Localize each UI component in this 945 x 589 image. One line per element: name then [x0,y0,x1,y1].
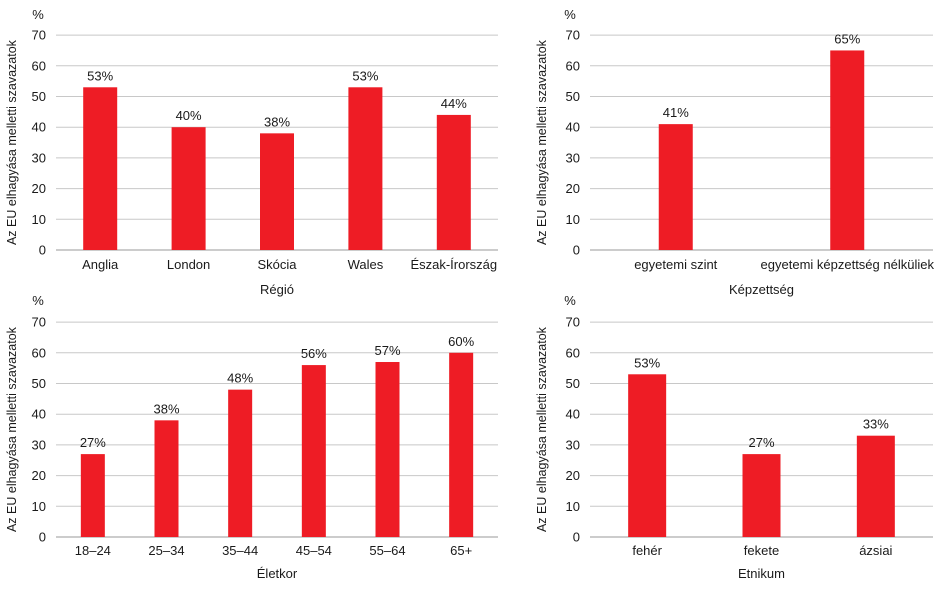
bar [375,362,400,537]
y-tick-label: 70 [32,315,46,330]
data-label: 53% [352,68,378,83]
y-tick-label: 0 [39,530,46,545]
y-axis-title: Az EU elhagyása melletti szavazatok [535,39,549,245]
x-tick-label: London [167,257,210,272]
x-axis-title: Képzettség [729,282,794,297]
chart-panel-4: 0 10 20 30 40 50 60 70% Az EU elhagyása melletti… [535,293,933,581]
bar [658,124,693,250]
y-unit-label: % [564,7,576,22]
y-tick-label: 50 [32,376,46,391]
y-tick-label: 60 [32,58,46,73]
y-unit-label: % [564,293,576,308]
y-tick-label: 40 [32,407,46,422]
x-tick-label: egyetemi szint [634,257,717,272]
data-label: 27% [80,435,106,450]
y-tick-label: 10 [32,212,46,227]
bar [628,374,667,537]
bar [449,352,474,537]
x-axis-title: Életkor [257,566,298,581]
bar [436,114,471,250]
y-tick-label: 20 [566,468,580,483]
y-tick-label: 40 [566,120,580,135]
x-tick-label: 65+ [450,543,472,558]
data-label: 48% [227,371,253,386]
x-tick-label: ázsiai [859,543,892,558]
data-label: 56% [301,346,327,361]
y-tick-label: 10 [566,499,580,514]
bar [301,365,326,537]
bar [856,435,895,537]
chart-panel-2: 0 10 20 30 40 50 60 70% Az EU elhagyása melletti… [535,7,934,297]
data-label: 53% [634,355,660,370]
x-tick-label: Anglia [82,257,119,272]
y-axis-title: Az EU elhagyása melletti szavazatok [5,326,19,532]
bar [171,127,206,250]
x-tick-label: 35–44 [222,543,258,558]
y-tick-label: 10 [32,499,46,514]
x-tick-label: Skócia [257,257,297,272]
x-tick-label: Wales [348,257,384,272]
y-tick-label: 30 [32,150,46,165]
x-tick-label: 45–54 [296,543,332,558]
y-tick-label: 50 [32,89,46,104]
data-label: 57% [374,343,400,358]
y-tick-label: 10 [566,212,580,227]
y-unit-label: % [32,293,44,308]
x-tick-label: fehér [632,543,662,558]
bar [260,133,294,250]
x-tick-label: Észak-Írország [410,257,497,272]
data-label: 40% [176,108,202,123]
data-label: 27% [748,435,774,450]
x-tick-label: fekete [744,543,779,558]
data-label: 38% [264,114,290,129]
y-tick-label: 70 [566,315,580,330]
bar [80,454,105,537]
y-tick-label: 0 [573,530,580,545]
y-tick-label: 60 [32,345,46,360]
x-tick-label: 25–34 [148,543,184,558]
x-tick-label: 18–24 [75,543,111,558]
data-label: 33% [863,417,889,432]
y-tick-label: 20 [566,181,580,196]
x-tick-label: egyetemi képzettség nélküliek [761,257,935,272]
y-tick-label: 30 [566,437,580,452]
y-axis-title: Az EU elhagyása melletti szavazatok [5,39,19,245]
bar [83,87,118,250]
y-axis-title: Az EU elhagyása melletti szavazatok [535,326,549,532]
y-tick-label: 40 [32,120,46,135]
bar [830,50,865,251]
y-tick-label: 30 [32,437,46,452]
y-tick-label: 0 [39,243,46,258]
bar [742,454,781,537]
y-tick-label: 40 [566,407,580,422]
chart-panel-1: 0 10 20 30 40 50 60 70% Az EU elhagyása melletti… [5,7,498,297]
y-tick-label: 20 [32,468,46,483]
y-tick-label: 30 [566,150,580,165]
y-tick-label: 20 [32,181,46,196]
data-label: 41% [663,105,689,120]
bar [154,420,179,537]
chart-panel-3: 0 10 20 30 40 50 60 70% Az EU elhagyása melletti… [5,293,498,581]
y-tick-label: 70 [566,28,580,43]
y-tick-label: 0 [573,243,580,258]
y-tick-label: 50 [566,89,580,104]
data-label: 44% [441,96,467,111]
bar [348,87,383,250]
data-label: 38% [153,401,179,416]
y-tick-label: 50 [566,376,580,391]
y-tick-label: 60 [566,345,580,360]
data-label: 53% [87,68,113,83]
x-axis-title: Etnikum [738,566,785,581]
x-axis-title: Régió [260,282,294,297]
y-tick-label: 70 [32,28,46,43]
y-tick-label: 60 [566,58,580,73]
bar [228,389,253,537]
data-label: 65% [834,31,860,46]
y-unit-label: % [32,7,44,22]
data-label: 60% [448,334,474,349]
x-tick-label: 55–64 [369,543,405,558]
